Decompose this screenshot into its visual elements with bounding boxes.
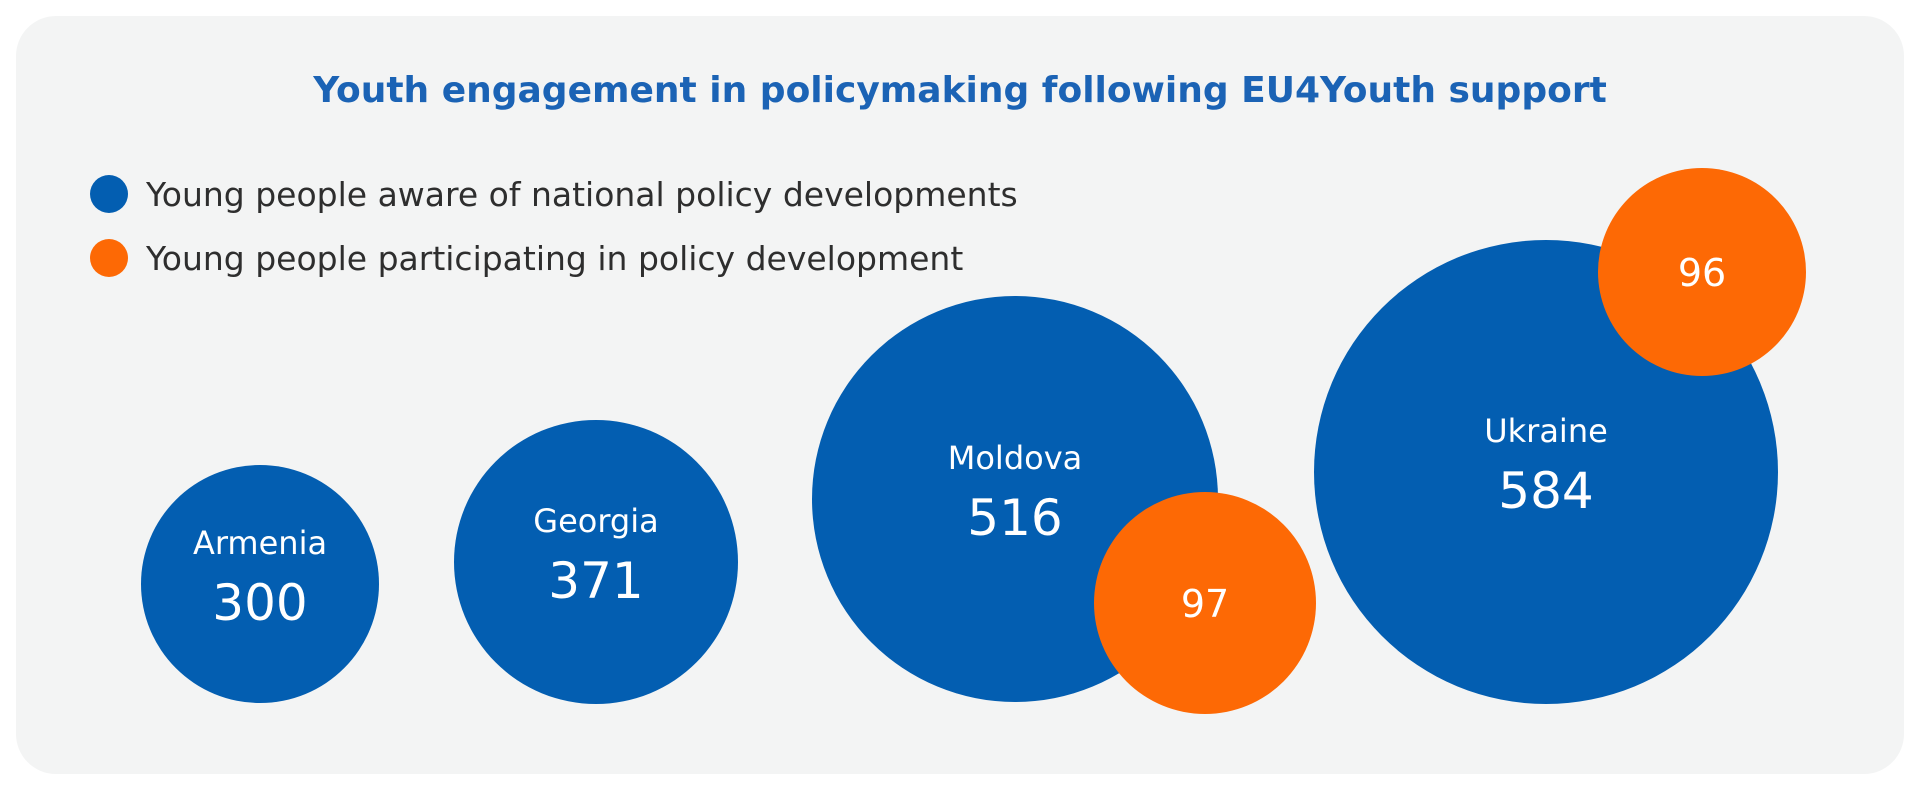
bubble-country-label: Georgia [533, 502, 658, 540]
bubble-country-label: Armenia [193, 524, 327, 562]
legend-item-aware: Young people aware of national policy de… [90, 172, 1018, 216]
legend-marker-aware [90, 175, 128, 213]
bubble-value-label: 584 [1498, 462, 1593, 520]
bubble-value-label: 96 [1678, 251, 1726, 295]
bubble-country-label: Moldova [948, 439, 1083, 477]
bubble-value-label: 516 [967, 489, 1062, 547]
chart-title: Youth engagement in policymaking followi… [313, 70, 1607, 111]
bubble-value-label: 97 [1181, 582, 1229, 626]
bubble-circle-participating-ukraine [1598, 168, 1806, 376]
bubble-aware-georgia: Georgia 371 [454, 420, 738, 704]
bubble-circle-aware-georgia [454, 420, 738, 704]
legend-label-participating: Young people participating in policy dev… [146, 238, 964, 278]
legend-marker-participating [90, 239, 128, 277]
legend-item-participating: Young people participating in policy dev… [90, 236, 963, 280]
bubble-aware-armenia: Armenia 300 [141, 465, 379, 703]
bubble-circle-aware-armenia [141, 465, 379, 703]
bubble-country-label: Ukraine [1484, 412, 1608, 450]
bubble-value-label: 300 [212, 574, 307, 632]
bubble-participating-ukraine: 96 [1598, 168, 1806, 376]
bubble-value-label: 371 [548, 552, 643, 610]
legend-label-aware: Young people aware of national policy de… [146, 174, 1018, 214]
bubble-circle-participating-moldova [1094, 492, 1316, 714]
bubble-participating-moldova: 97 [1094, 492, 1316, 714]
